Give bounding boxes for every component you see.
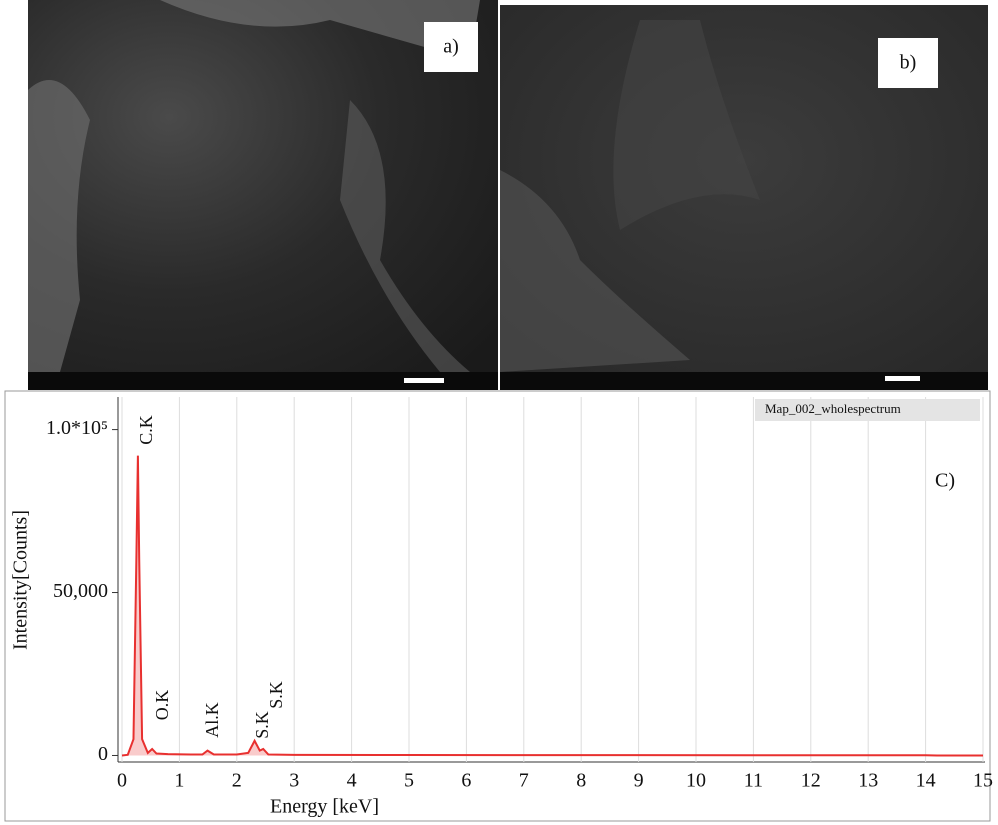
chart-frame [5,391,990,821]
x-tick-label: 13 [858,770,878,792]
y-axis-label: Intensity[Counts] [10,510,32,650]
x-tick-label: 12 [801,770,821,792]
x-tick-label: 9 [634,770,644,792]
peak-label: S.K [252,711,272,739]
x-tick-label: 11 [744,770,763,792]
x-tick-label: 10 [686,770,706,792]
x-tick-label: 15 [973,770,993,792]
peak-label: O.K [152,690,172,721]
x-tick-label: 5 [404,770,414,792]
sem-image-a: a) [28,0,498,390]
legend-label: Map_002_wholespectrum [765,401,901,416]
panel-label: b) [900,52,917,74]
x-tick-label: 7 [519,770,529,792]
peak-label: S.K [266,681,286,709]
x-tick-label: 14 [916,770,936,792]
y-tick-label: 1.0*10⁵ [46,417,108,439]
x-tick-label: 2 [232,770,242,792]
y-tick-label: 0 [98,743,108,765]
chart: a) b) Energy [keV] Intensity[Counts] C) … [0,0,998,825]
spectrum-line [122,456,983,756]
figure: a) b) Energy [keV] Intensity[Counts] C) … [0,0,998,825]
x-tick-label: 1 [174,770,184,792]
x-axis-label: Energy [keV] [270,796,379,818]
panel-label: C) [935,470,955,492]
x-tick-label: 0 [117,770,127,792]
x-tick-label: 8 [576,770,586,792]
x-tick-label: 4 [347,770,357,792]
x-tick-label: 3 [289,770,299,792]
y-tick-label: 50,000 [53,580,108,602]
x-tick-label: 6 [461,770,471,792]
sem-image-b: b) [500,5,988,390]
panel-label: a) [443,36,459,58]
peak-label: Al.K [202,702,222,738]
peak-label: C.K [136,415,156,445]
